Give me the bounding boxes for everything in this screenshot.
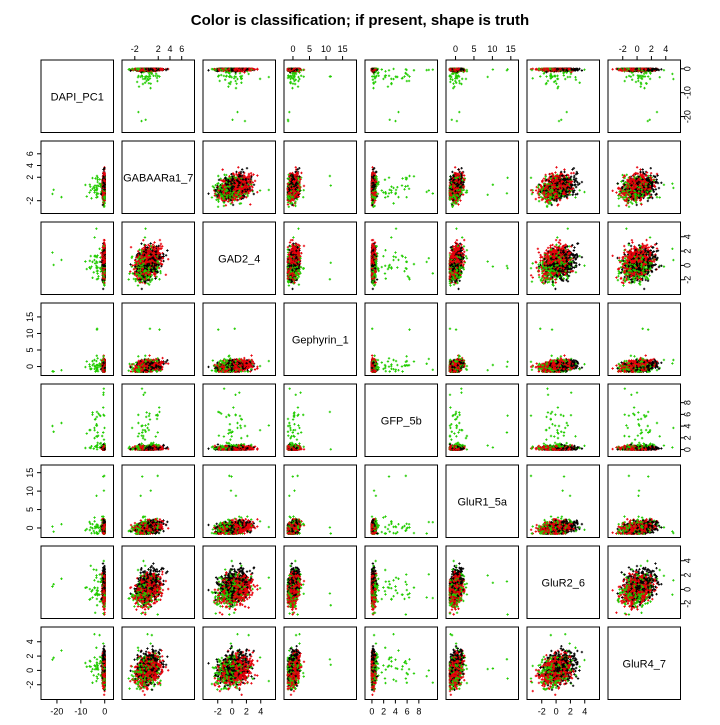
- data-point: [137, 111, 139, 113]
- panel-DAPI_PC1-vs-DAPI_PC1: DAPI_PC1: [41, 60, 114, 133]
- panel-DAPI_PC1-vs-GABAARa1_7: [122, 60, 195, 133]
- data-point: [149, 77, 151, 79]
- chart-title: Color is classification; if present, sha…: [0, 12, 720, 29]
- data-point: [152, 75, 154, 77]
- variable-label: DAPI_PC1: [51, 91, 104, 103]
- scatterplot-matrix: DAPI_PC1GABAARa1_7GAD2_4Gephyrin_1GFP_5b…: [0, 0, 720, 720]
- data-point: [138, 86, 140, 88]
- scatterplot-matrix-figure: Color is classification; if present, sha…: [0, 0, 720, 720]
- data-point: [155, 73, 157, 75]
